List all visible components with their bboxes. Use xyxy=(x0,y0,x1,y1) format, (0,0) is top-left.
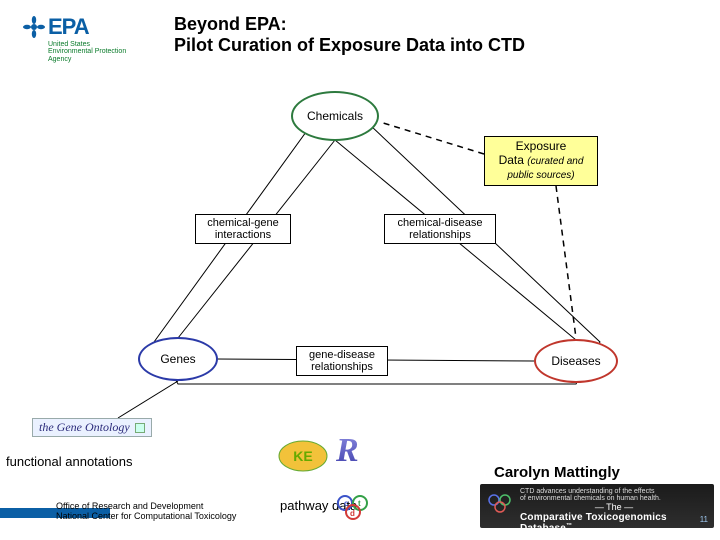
epa-letters: EPA xyxy=(48,14,89,40)
header: EPA United States Environmental Protecti… xyxy=(0,14,720,68)
epa-logo: EPA United States Environmental Protecti… xyxy=(22,14,132,56)
el-gd-2: relationships xyxy=(301,361,383,373)
edge-genes-go xyxy=(118,381,178,418)
r-logo: R xyxy=(336,432,359,470)
kegg-logo: KE xyxy=(278,438,328,474)
el-cd-2: relationships xyxy=(389,229,491,241)
banner-l1: CTD advances understanding of the effect… xyxy=(520,488,708,495)
exposure-data-box: Exposure Data (curated and public source… xyxy=(484,136,598,186)
footer-line2: National Center for Computational Toxico… xyxy=(56,512,236,522)
epa-sub3: Agency xyxy=(48,56,132,63)
epa-sub2: Environmental Protection xyxy=(48,48,132,55)
banner-big: Comparative Toxicogenomics Database xyxy=(520,512,667,534)
node-chemicals: Chemicals xyxy=(291,91,379,141)
ctd-banner-icon xyxy=(486,492,514,514)
page-number: 11 xyxy=(700,515,708,524)
page-title: Beyond EPA: Pilot Curation of Exposure D… xyxy=(174,14,525,55)
node-diseases-label: Diseases xyxy=(551,354,600,368)
el-gd-1: gene-disease xyxy=(301,349,383,361)
banner-pre: — The — xyxy=(520,502,708,512)
node-diseases: Diseases xyxy=(534,339,618,383)
node-chemicals-label: Chemicals xyxy=(307,109,363,123)
node-genes: Genes xyxy=(138,337,218,381)
gene-ontology-box: the Gene Ontology xyxy=(32,418,152,437)
title-line-1: Beyond EPA: xyxy=(174,14,525,35)
functional-annotations-label: functional annotations xyxy=(6,454,132,469)
edge-label-chem-disease: chemical-disease relationships xyxy=(384,214,496,244)
el-cg-2: interactions xyxy=(200,229,286,241)
epa-sub1: United States xyxy=(48,41,132,48)
el-cd-1: chemical-disease xyxy=(389,217,491,229)
go-icon xyxy=(135,423,145,433)
exp-line2: Data xyxy=(499,153,524,167)
banner-l2: of environmental chemicals on human heal… xyxy=(520,495,708,502)
node-genes-label: Genes xyxy=(160,352,195,366)
edge-label-gene-disease: gene-disease relationships xyxy=(296,346,388,376)
footer-office: Office of Research and Development Natio… xyxy=(56,502,236,522)
footer: Office of Research and Development Natio… xyxy=(0,488,720,532)
exp-line1: Exposure xyxy=(491,140,591,154)
edge-exposure-disease xyxy=(556,186,576,338)
edge-label-chem-gene: chemical-gene interactions xyxy=(195,214,291,244)
concept-diagram: Chemicals Genes Diseases chemical-gene i… xyxy=(0,84,720,414)
el-cg-1: chemical-gene xyxy=(200,217,286,229)
ctd-banner: CTD advances understanding of the effect… xyxy=(480,484,714,528)
title-line-2: Pilot Curation of Exposure Data into CTD xyxy=(174,35,525,56)
banner-tm: ™ xyxy=(566,523,572,529)
author-name: Carolyn Mattingly xyxy=(494,464,620,481)
epa-subtext: United States Environmental Protection A… xyxy=(48,41,132,63)
epa-flower-icon xyxy=(22,15,46,39)
go-text: the Gene Ontology xyxy=(39,420,130,434)
svg-text:KE: KE xyxy=(293,448,312,464)
